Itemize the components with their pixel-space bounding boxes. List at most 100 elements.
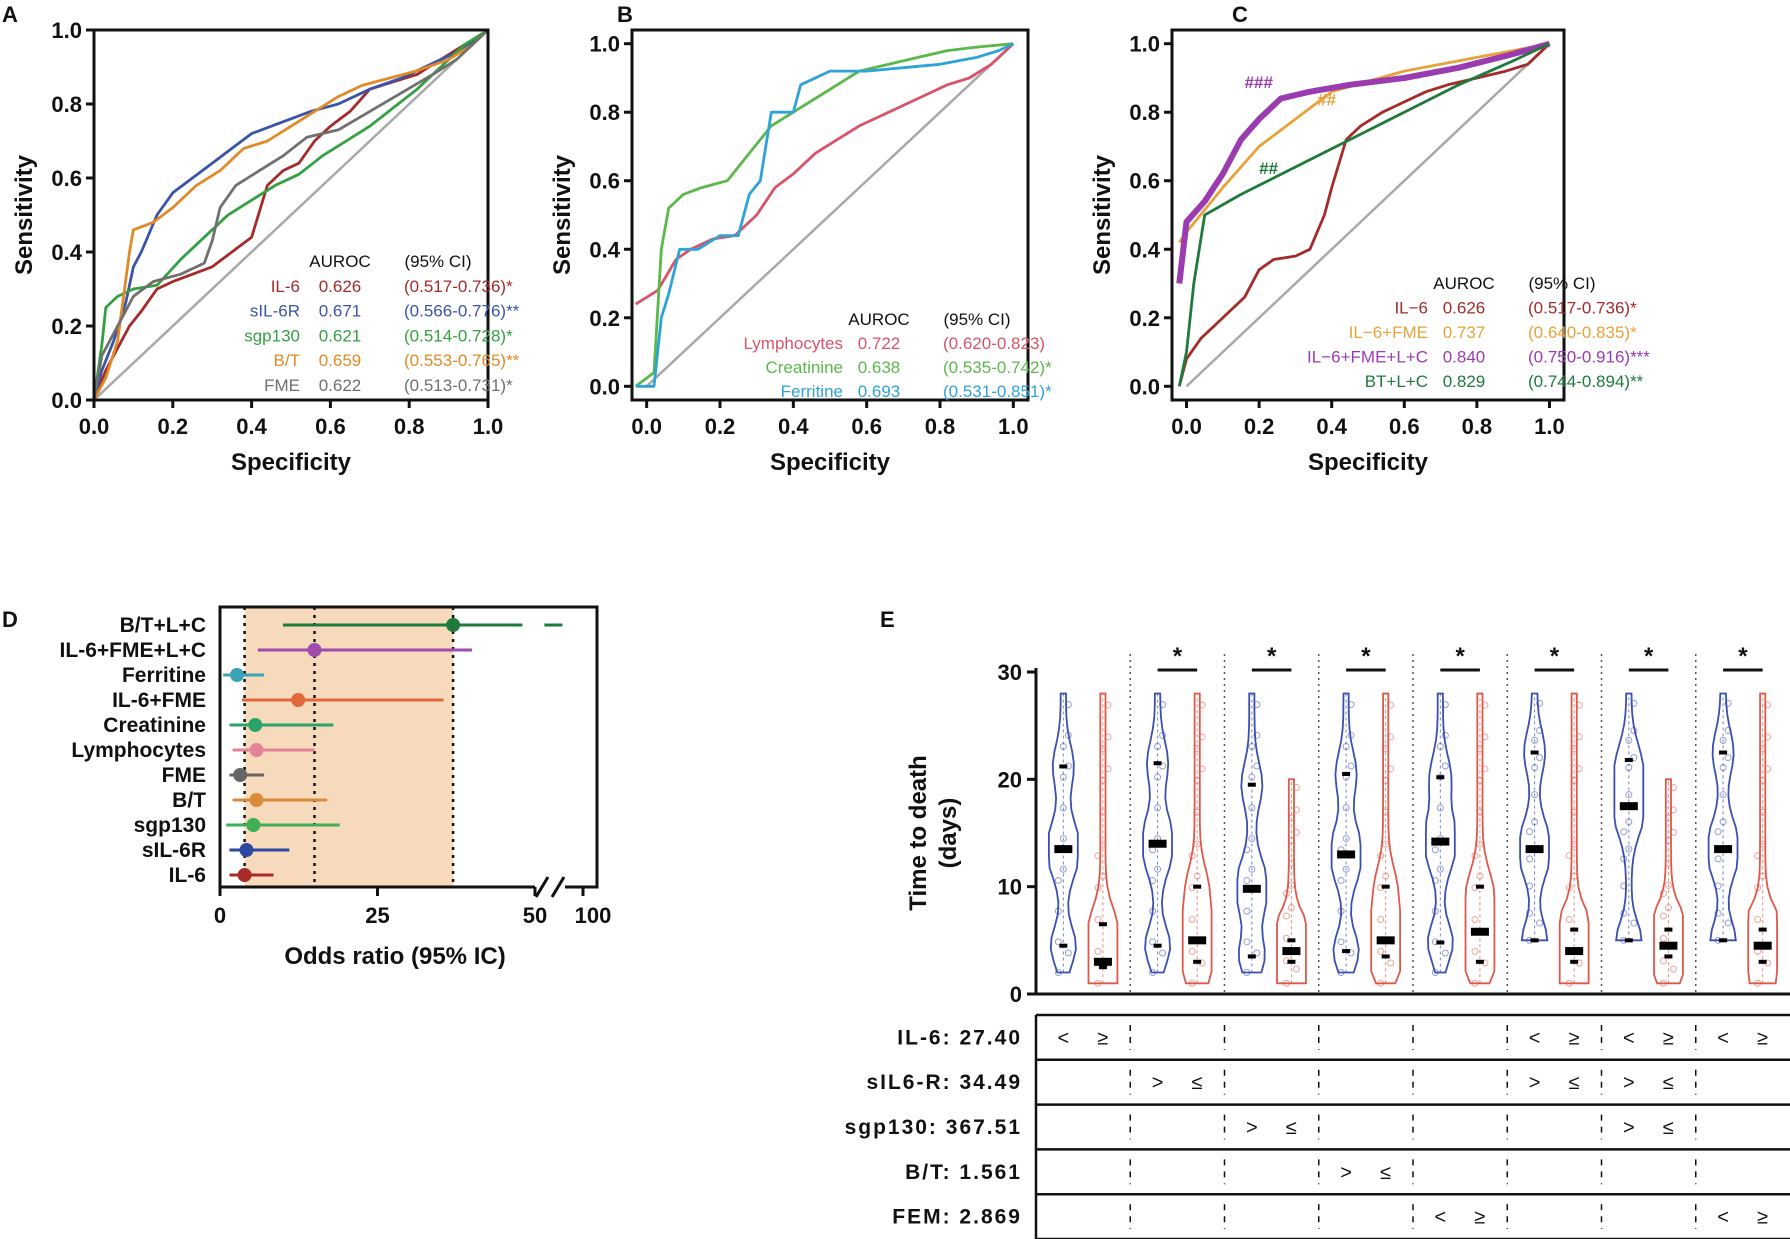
violin-shape (1464, 692, 1496, 985)
data-point (1387, 765, 1395, 773)
quartile-mark (1624, 758, 1633, 763)
legend-name: B/T (274, 351, 300, 370)
significance-star: * (1738, 643, 1748, 670)
data-point (1570, 808, 1578, 816)
data-point (1382, 840, 1390, 848)
y-tick-label: 1.0 (1129, 32, 1160, 57)
violin-shape (1087, 692, 1119, 985)
legend-auroc: 0.671 (319, 302, 362, 321)
forest-row-label: Ferritine (122, 664, 206, 687)
x-tick-label: 0.2 (1244, 414, 1275, 439)
roc-curve-il-6-fme-l-c (1176, 40, 1551, 284)
violin-shape (1613, 692, 1645, 942)
violin-shape (1048, 692, 1079, 974)
data-point (1436, 804, 1444, 812)
data-point (1441, 949, 1449, 957)
violin-panel-e: 0 10 20 30 Time to death (days) * * * * * * * IL-6: 2… (845, 643, 1790, 1239)
legend-header-auroc: AUROC (1433, 274, 1494, 293)
legend-ci: (0.750-0.916)*** (1528, 348, 1650, 367)
comparison-symbol: < (1529, 1027, 1541, 1049)
threshold-row-label: FEM: 2.869 (892, 1206, 1022, 1229)
panel-label-d: D (2, 607, 18, 632)
median-bar (1188, 936, 1207, 945)
median-bar (1282, 947, 1301, 956)
violin-shape (1747, 692, 1778, 985)
legend-name: Creatinine (766, 358, 844, 377)
quartile-mark (1153, 943, 1162, 948)
data-point (1481, 733, 1489, 741)
median-bar (1714, 845, 1733, 854)
data-point (1431, 846, 1439, 854)
forest-row-label: IL-6 (169, 864, 206, 887)
legend-ci: (0.535-0.742)* (943, 358, 1052, 377)
comparison-symbol: ≥ (1757, 1207, 1768, 1229)
diagonal-reference-line (93, 29, 489, 401)
axis-break-mark (550, 876, 566, 898)
data-point (1099, 745, 1107, 753)
y-tick-label: 0.4 (1129, 237, 1160, 262)
forest-row-label: Creatinine (103, 714, 206, 737)
comparison-symbol: ≥ (1097, 1027, 1108, 1049)
data-point (1193, 745, 1201, 753)
quartile-mark (1570, 959, 1579, 964)
y-tick-label: 0.4 (589, 237, 620, 262)
data-point (1630, 699, 1638, 707)
data-point (1764, 765, 1772, 773)
data-point (1094, 884, 1102, 892)
data-point (1659, 890, 1667, 898)
forest-row-label: FME (162, 764, 206, 787)
quartile-mark (1193, 884, 1202, 889)
axis-break-gap (535, 877, 565, 897)
data-point (1292, 783, 1300, 791)
x-tick-label: 1.0 (1534, 414, 1565, 439)
data-point (1188, 852, 1196, 860)
quartile-mark (1342, 771, 1351, 776)
data-point (1094, 947, 1102, 955)
data-point (1565, 852, 1573, 860)
data-point (1292, 828, 1300, 836)
data-point (1659, 912, 1667, 920)
violin-shape (1558, 692, 1590, 985)
data-point (1059, 804, 1067, 812)
forest-row-label: sIL-6R (142, 839, 206, 862)
y-tick-label: 0 (1010, 982, 1022, 1007)
data-point (1724, 754, 1732, 762)
data-point (1104, 765, 1112, 773)
violin-shape (1425, 692, 1456, 974)
data-point (1471, 947, 1479, 955)
comparison-symbol: > (1623, 1117, 1635, 1139)
median-bar (1525, 845, 1544, 854)
significance-star: * (1644, 643, 1654, 670)
plot-frame (218, 605, 599, 889)
forest-row-label: sgp130 (134, 814, 206, 837)
quartile-mark (1059, 764, 1068, 769)
y-axis-label: Sensitivity (549, 154, 576, 275)
forest-row-label: Lymphocytes (71, 739, 206, 762)
data-point (1337, 907, 1345, 915)
data-point (1754, 852, 1762, 860)
comparison-symbol: ≥ (1663, 1027, 1674, 1049)
data-point (1064, 731, 1072, 739)
data-point (1531, 736, 1539, 744)
data-point (1377, 979, 1385, 987)
comparison-symbol: ≥ (1569, 1027, 1580, 1049)
y-tick-label: 0.8 (51, 92, 82, 117)
data-point (1754, 884, 1762, 892)
quartile-mark (1530, 938, 1539, 943)
data-point (1243, 907, 1251, 915)
data-point (1377, 852, 1385, 860)
data-point (1719, 791, 1727, 799)
data-point (1620, 828, 1628, 836)
legend-name: Lymphocytes (743, 334, 843, 353)
violin-shape (1181, 692, 1213, 985)
median-bar (1431, 837, 1450, 846)
data-point (1059, 865, 1067, 873)
data-point (1149, 907, 1157, 915)
violin-shape (1707, 692, 1739, 942)
comparison-symbol: > (1246, 1117, 1258, 1139)
legend-auroc: 0.622 (319, 376, 362, 395)
legend-ci: (0.566-0.776)** (404, 302, 520, 321)
data-point (1659, 934, 1667, 942)
comparison-symbol: < (1057, 1027, 1069, 1049)
diagonal-reference-line (1185, 42, 1551, 388)
